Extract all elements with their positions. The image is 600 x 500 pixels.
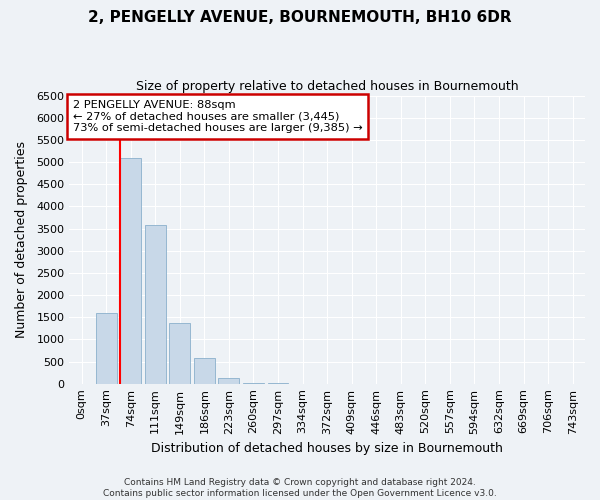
- Bar: [145, 225, 166, 384]
- Text: 2 PENGELLY AVENUE: 88sqm
← 27% of detached houses are smaller (3,445)
73% of sem: 2 PENGELLY AVENUE: 88sqm ← 27% of detach…: [73, 100, 362, 133]
- Bar: [218, 378, 239, 384]
- Bar: [194, 358, 215, 384]
- X-axis label: Distribution of detached houses by size in Bournemouth: Distribution of detached houses by size …: [151, 442, 503, 455]
- Y-axis label: Number of detached properties: Number of detached properties: [15, 141, 28, 338]
- Text: Contains HM Land Registry data © Crown copyright and database right 2024.
Contai: Contains HM Land Registry data © Crown c…: [103, 478, 497, 498]
- Bar: [96, 313, 116, 384]
- Bar: [243, 382, 264, 384]
- Bar: [120, 158, 141, 384]
- Title: Size of property relative to detached houses in Bournemouth: Size of property relative to detached ho…: [136, 80, 518, 93]
- Bar: [169, 322, 190, 384]
- Text: 2, PENGELLY AVENUE, BOURNEMOUTH, BH10 6DR: 2, PENGELLY AVENUE, BOURNEMOUTH, BH10 6D…: [88, 10, 512, 25]
